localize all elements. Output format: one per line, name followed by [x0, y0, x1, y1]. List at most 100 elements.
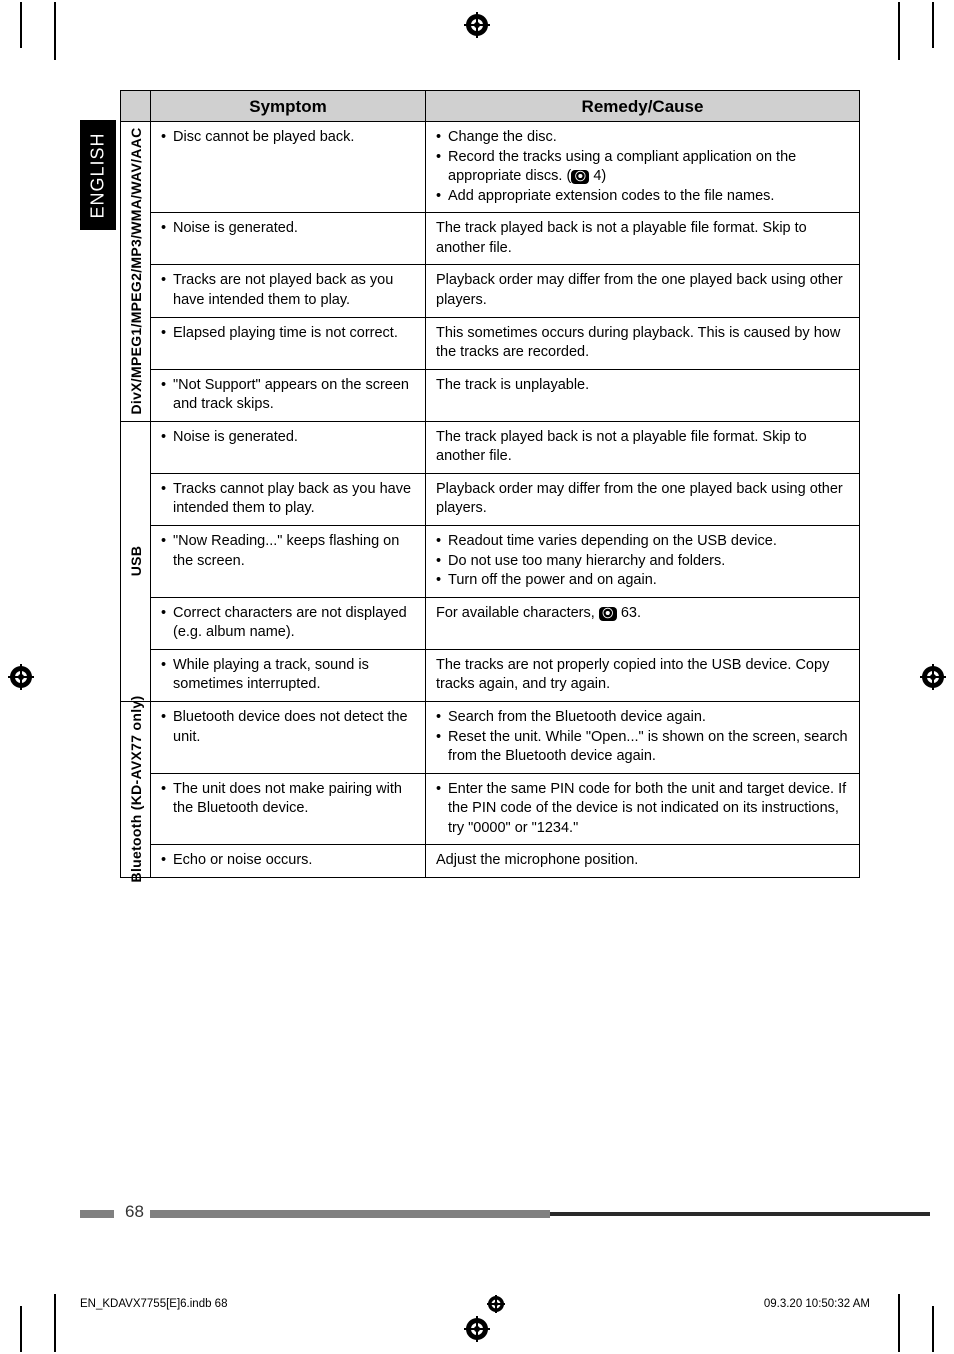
remedy-text: For available characters, ⦿ 63. — [436, 604, 849, 624]
bullet-text: Record the tracks using a compliant appl… — [448, 148, 849, 187]
symptom-cell: •Tracks are not played back as you have … — [151, 265, 426, 317]
row-group-label-cell: Bluetooth (KD-AVX77 only) — [121, 701, 151, 877]
bullet-icon: • — [161, 851, 173, 871]
bullet-icon: • — [436, 148, 448, 187]
symptom-cell: •"Now Reading..." keeps flashing on the … — [151, 526, 426, 598]
symptom-cell: •Elapsed playing time is not correct. — [151, 317, 426, 369]
remedy-cell: For available characters, ⦿ 63. — [426, 597, 860, 649]
symptom-cell: •Disc cannot be played back. — [151, 122, 426, 213]
remedy-cell: Playback order may differ from the one p… — [426, 265, 860, 317]
bullet-icon: • — [436, 708, 448, 728]
bullet-text: Elapsed playing time is not correct. — [173, 324, 415, 344]
symptom-cell: •Bluetooth device does not detect the un… — [151, 701, 426, 773]
bullet-text: Noise is generated. — [173, 219, 415, 239]
bullet-text: Noise is generated. — [173, 428, 415, 448]
remedy-cell: •Enter the same PIN code for both the un… — [426, 773, 860, 845]
page-number: 68 — [125, 1202, 144, 1222]
footer-left: EN_KDAVX7755[E]6.indb 68 — [80, 1298, 227, 1310]
bullet-icon: • — [161, 656, 173, 695]
symptom-cell: •Tracks cannot play back as you have int… — [151, 473, 426, 525]
bullet-text: Readout time varies depending on the USB… — [448, 532, 849, 552]
table-row: •While playing a track, sound is sometim… — [121, 649, 860, 701]
magnifier-icon: ⦿ — [571, 170, 589, 184]
bullet-text: Correct characters are not displayed (e.… — [173, 604, 415, 643]
table-row: •Echo or noise occurs. Adjust the microph… — [121, 845, 860, 878]
remedy-cell: •Change the disc.•Record the tracks usin… — [426, 122, 860, 213]
bullet-icon: • — [161, 532, 173, 571]
remedy-cell: The track played back is not a playable … — [426, 213, 860, 265]
crop-mark — [898, 2, 900, 60]
bullet-text: While playing a track, sound is sometime… — [173, 656, 415, 695]
remedy-text: Adjust the microphone position. — [436, 851, 849, 871]
bullet-icon: • — [436, 780, 448, 839]
col-header-symptom: Symptom — [151, 91, 426, 122]
bullet-text: Tracks are not played back as you have i… — [173, 271, 415, 310]
remedy-text: Playback order may differ from the one p… — [436, 480, 849, 519]
bullet-icon: • — [436, 571, 448, 591]
symptom-cell: •Echo or noise occurs. — [151, 845, 426, 878]
crop-mark — [20, 1306, 22, 1352]
remedy-cell: The track played back is not a playable … — [426, 421, 860, 473]
bar-segment — [80, 1210, 114, 1218]
crop-registration-right — [920, 664, 946, 690]
bullet-icon: • — [161, 708, 173, 747]
language-tab-label: ENGLISH — [88, 132, 109, 218]
row-group-label: USB — [128, 546, 144, 576]
bullet-icon: • — [161, 428, 173, 448]
bullet-text: Disc cannot be played back. — [173, 128, 415, 148]
row-group-label: DivX/MPEG1/MPEG2/MP3/WMA/WAV/AAC — [128, 128, 144, 415]
crop-mark — [932, 2, 934, 48]
registration-icon — [8, 664, 34, 690]
bullet-icon: • — [161, 219, 173, 239]
crop-mark — [898, 1294, 900, 1352]
bullet-icon: • — [436, 187, 448, 207]
bullet-icon: • — [161, 780, 173, 819]
bullet-icon: • — [436, 552, 448, 572]
bullet-text: Turn off the power and on again. — [448, 571, 849, 591]
bullet-text: "Not Support" appears on the screen and … — [173, 376, 415, 415]
bullet-text: "Now Reading..." keeps flashing on the s… — [173, 532, 415, 571]
remedy-text: The track is unplayable. — [436, 376, 849, 396]
bullet-text: Bluetooth device does not detect the uni… — [173, 708, 415, 747]
crop-mark — [54, 2, 56, 60]
remedy-text: The track played back is not a playable … — [436, 428, 849, 467]
remedy-text: The track played back is not a playable … — [436, 219, 849, 258]
table-row: •"Not Support" appears on the screen and… — [121, 369, 860, 421]
remedy-cell: Playback order may differ from the one p… — [426, 473, 860, 525]
bullet-text: Change the disc. — [448, 128, 849, 148]
bullet-text: Add appropriate extension codes to the f… — [448, 187, 849, 207]
table-row: •The unit does not make pairing with the… — [121, 773, 860, 845]
bullet-text: The unit does not make pairing with the … — [173, 780, 415, 819]
crop-mark — [54, 1294, 56, 1352]
symptom-cell: •While playing a track, sound is sometim… — [151, 649, 426, 701]
row-group-label-cell: DivX/MPEG1/MPEG2/MP3/WMA/WAV/AAC — [121, 122, 151, 422]
symptom-cell: •Correct characters are not displayed (e… — [151, 597, 426, 649]
bullet-icon: • — [161, 324, 173, 344]
symptom-cell: •Noise is generated. — [151, 213, 426, 265]
remedy-cell: •Search from the Bluetooth device again.… — [426, 701, 860, 773]
bullet-icon: • — [436, 532, 448, 552]
registration-icon — [464, 1316, 490, 1342]
symptom-cell: •"Not Support" appears on the screen and… — [151, 369, 426, 421]
table-row: DivX/MPEG1/MPEG2/MP3/WMA/WAV/AAC•Disc ca… — [121, 122, 860, 213]
bullet-icon: • — [436, 728, 448, 767]
footer-center-icon — [487, 1295, 505, 1313]
troubleshooting-table: Symptom Remedy/Cause DivX/MPEG1/MPEG2/MP… — [120, 90, 860, 878]
bullet-icon: • — [161, 271, 173, 310]
bullet-icon: • — [161, 376, 173, 415]
registration-icon — [920, 664, 946, 690]
bullet-icon: • — [436, 128, 448, 148]
table-row: •Correct characters are not displayed (e… — [121, 597, 860, 649]
magnifier-icon: ⦿ — [599, 607, 617, 621]
symptom-cell: •The unit does not make pairing with the… — [151, 773, 426, 845]
bullet-icon: • — [161, 480, 173, 519]
remedy-cell: This sometimes occurs during playback. T… — [426, 317, 860, 369]
bullet-text: Do not use too many hierarchy and folder… — [448, 552, 849, 572]
bullet-icon: • — [161, 604, 173, 643]
page-content: Symptom Remedy/Cause DivX/MPEG1/MPEG2/MP… — [120, 90, 860, 878]
row-group-label-cell: USB — [121, 421, 151, 701]
language-tab: ENGLISH — [80, 120, 116, 230]
table-row: •Noise is generated. The track played bac… — [121, 213, 860, 265]
registration-icon — [464, 12, 490, 38]
crop-registration-top — [464, 12, 490, 38]
